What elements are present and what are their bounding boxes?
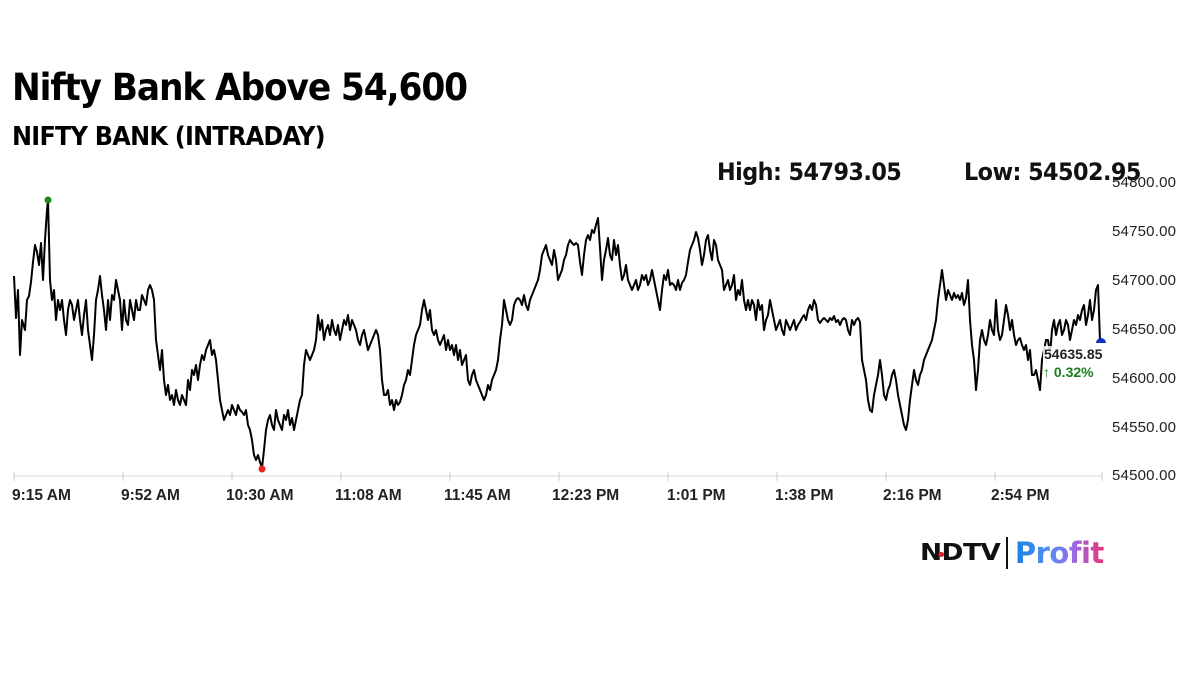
x-tick-label: 9:15 AM: [12, 487, 71, 504]
y-tick-label: 54750.00: [1112, 223, 1177, 240]
x-tick-label: 1:01 PM: [667, 487, 726, 504]
price-line: [13, 199, 1101, 469]
logo-red-dot: [938, 552, 945, 557]
change-percent-label: ↑ 0.32%: [1043, 364, 1094, 380]
x-tick-label: 9:52 AM: [121, 487, 180, 504]
last-price-marker: [1096, 338, 1106, 343]
ndtv-wordmark: NDTV: [920, 540, 1001, 566]
profit-wordmark: Profit: [1014, 536, 1104, 570]
x-tick-label: 11:45 AM: [444, 487, 511, 504]
headline: Nifty Bank Above 54,600: [12, 66, 468, 109]
x-tick-label: 12:23 PM: [552, 487, 620, 504]
low-stat: Low: 54502.95: [964, 158, 1141, 186]
last-price-label: 54635.85: [1043, 346, 1104, 362]
y-tick-label: 54600.00: [1112, 370, 1177, 387]
y-tick-label: 54800.00: [1112, 174, 1177, 191]
high-stat: High: 54793.05: [717, 158, 902, 186]
ndtv-profit-logo: NDTV Profit: [920, 535, 1104, 571]
x-tick-label: 10:30 AM: [226, 487, 294, 504]
y-tick-label: 54650.00: [1112, 321, 1177, 338]
y-tick-label: 54550.00: [1112, 419, 1177, 436]
low-marker: [258, 465, 266, 473]
x-tick-label: 1:38 PM: [775, 487, 834, 504]
chart-subtitle: NIFTY BANK (INTRADAY): [12, 122, 326, 152]
x-axis-ticks: [13, 472, 1103, 481]
high-marker: [44, 196, 52, 204]
ndtv-text: NDTV: [920, 540, 1001, 566]
x-tick-label: 2:16 PM: [883, 487, 942, 504]
x-tick-label: 2:54 PM: [991, 487, 1050, 504]
logo-divider: [1005, 537, 1008, 569]
y-tick-label: 54500.00: [1112, 467, 1177, 484]
x-tick-label: 11:08 AM: [335, 487, 402, 504]
y-tick-label: 54700.00: [1112, 272, 1177, 289]
